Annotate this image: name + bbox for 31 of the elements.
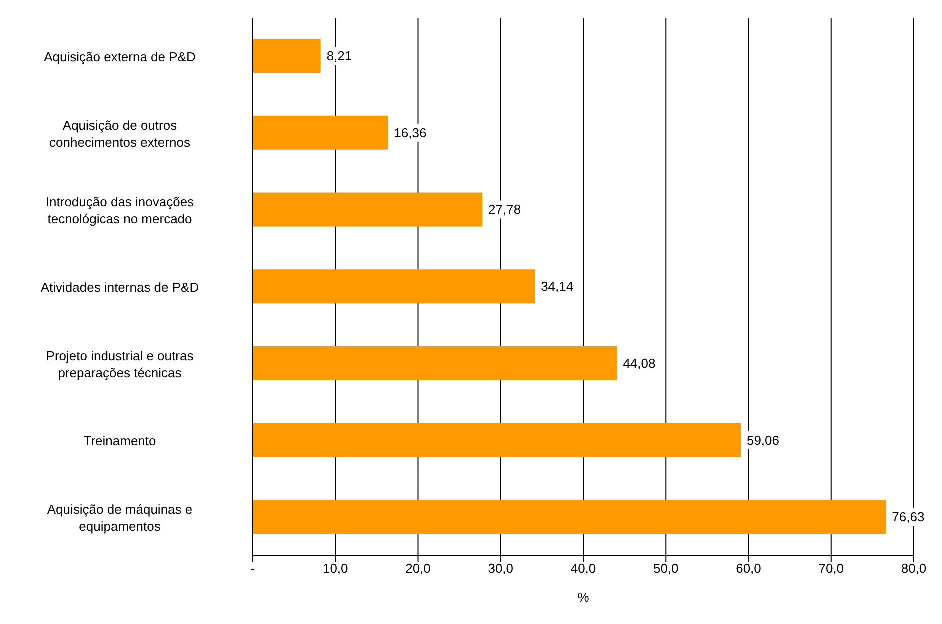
- y-tick-label: Treinamento: [84, 433, 156, 448]
- x-tick-label: 20,0: [406, 561, 431, 576]
- x-tick-label: 50,0: [653, 561, 679, 576]
- data-label: 76,63: [892, 510, 925, 525]
- x-tick-label: 10,0: [322, 561, 348, 576]
- bar: [253, 39, 321, 73]
- x-tick-label: 70,0: [818, 561, 844, 576]
- x-tick-label: 60,0: [736, 561, 762, 576]
- x-tick-label: 30,0: [488, 561, 514, 576]
- x-tick-label: -: [250, 561, 256, 576]
- y-tick-label: Aquisição de máquinas e equipamentos: [47, 502, 193, 534]
- data-label: 8,21: [326, 48, 352, 64]
- data-label: 44,08: [623, 356, 656, 371]
- bar: [253, 270, 536, 304]
- bar: [253, 192, 483, 227]
- bar: [253, 346, 618, 380]
- y-tick-label: Aquisição externa de P&D: [44, 48, 196, 64]
- data-label: 27,78: [488, 202, 522, 218]
- data-label: 34,14: [541, 279, 574, 294]
- bar: [253, 500, 886, 534]
- bar: [253, 423, 741, 458]
- y-tick-label: Projeto industrial e outras preparações técnicas: [46, 348, 194, 380]
- y-tick-label: Introdução das inovações tecnológicas no mercado: [46, 194, 195, 226]
- data-label: 59,06: [746, 432, 780, 448]
- x-tick-label: 40,0: [570, 561, 596, 576]
- y-tick-label: Aquisição de outros conhecimentos externos: [50, 117, 191, 150]
- y-tick-label: Atividades internas de P&D: [40, 280, 200, 294]
- x-axis-title: %: [578, 590, 590, 605]
- x-tick-label: 80,0: [901, 561, 927, 576]
- data-label: 16,36: [394, 125, 427, 140]
- bar: [253, 116, 388, 150]
